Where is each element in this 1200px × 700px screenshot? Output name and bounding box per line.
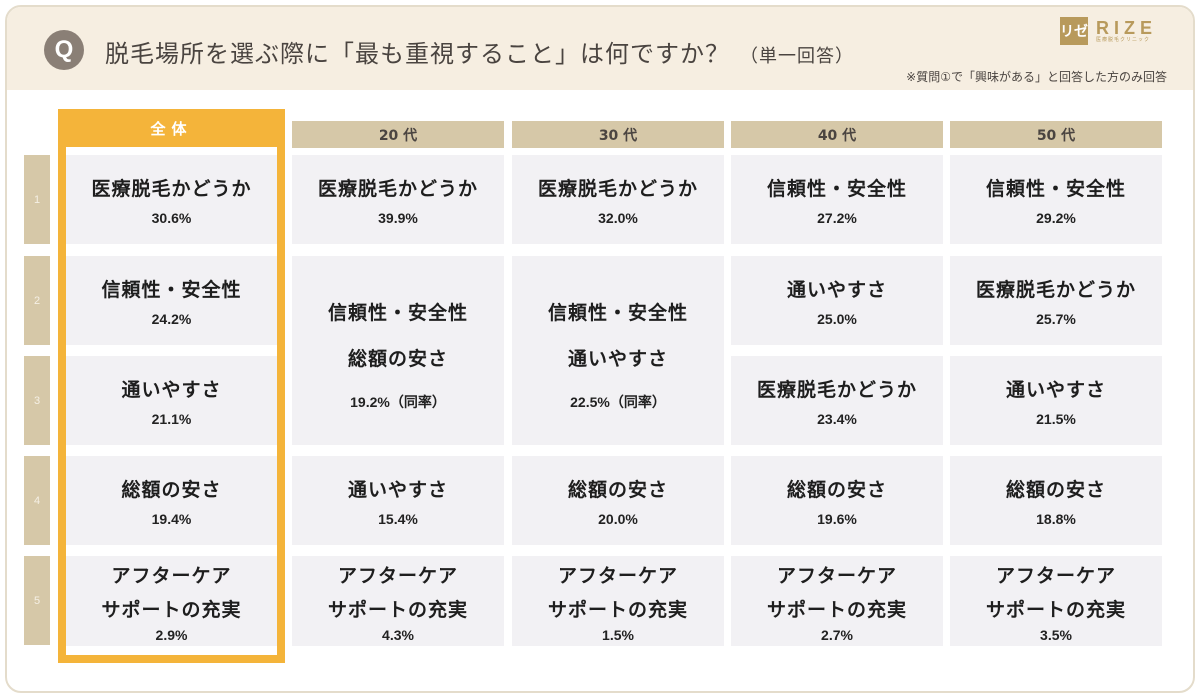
40s-rank-3: 医療脱毛かどうか 23.4% — [731, 356, 943, 445]
item-label: 医療脱毛かどうか — [91, 177, 252, 200]
item-percent: 23.4% — [817, 410, 857, 427]
item-percent: 24.2% — [151, 310, 192, 327]
20s-rank-4: 通いやすさ 15.4% — [292, 456, 504, 545]
item-label-line2: サポートの充実 — [547, 599, 688, 621]
40s-rank-1: 信頼性・安全性 27.2% — [731, 155, 943, 244]
item-label: 通いやすさ — [347, 478, 448, 501]
overall-header: 全体 — [150, 119, 193, 138]
item-label-line1: アフターケア — [776, 565, 897, 587]
rank-tab-3: 3 — [24, 356, 50, 445]
item-label: 医療脱毛かどうか — [756, 378, 917, 401]
item-label: 総額の安さ — [786, 478, 887, 501]
overall-rank-3: 通いやすさ 21.1% — [66, 356, 277, 445]
item-label: 医療脱毛かどうか — [317, 177, 478, 200]
30s-rank-2-tie: 信頼性・安全性 通いやすさ 22.5%（同率） — [512, 256, 724, 445]
column-header-50s: 50 代 — [950, 121, 1162, 148]
item-percent: 2.9% — [155, 627, 188, 643]
logo-wordmark: RIZE — [1096, 17, 1158, 38]
item-percent: 20.0% — [598, 510, 638, 527]
item-label-line2: サポートの充実 — [985, 599, 1126, 621]
item-label: 医療脱毛かどうか — [975, 278, 1136, 301]
item-percent: 2.7% — [821, 627, 853, 643]
item-percent: 22.5%（同率） — [570, 393, 666, 410]
overall-rank-1: 医療脱毛かどうか 30.6% — [66, 155, 277, 244]
40s-rank-2: 通いやすさ 25.0% — [731, 256, 943, 345]
item-percent: 29.2% — [1036, 209, 1076, 226]
item-percent: 4.3% — [382, 627, 414, 643]
30s-rank-1: 医療脱毛かどうか 32.0% — [512, 155, 724, 244]
30s-rank-5: アフターケア サポートの充実 1.5% — [512, 556, 724, 646]
logo-text: RIZE 医療脱毛クリニック — [1096, 19, 1157, 44]
item-label: 医療脱毛かどうか — [537, 177, 698, 200]
column-header-20s: 20 代 — [292, 121, 504, 148]
item-percent: 19.4% — [151, 510, 192, 527]
item-label: 総額の安さ — [1005, 478, 1106, 501]
rank-tab-2: 2 — [24, 256, 50, 345]
answer-type: （単一回答） — [740, 46, 854, 67]
item-label-line2: 通いやすさ — [567, 347, 668, 370]
item-percent: 18.8% — [1036, 510, 1076, 527]
item-percent: 1.5% — [602, 627, 634, 643]
question-text: 脱毛場所を選ぶ際に「最も重視すること」は何ですか？ — [105, 40, 730, 68]
item-percent: 3.5% — [1040, 627, 1072, 643]
item-label-line2: サポートの充実 — [327, 599, 468, 621]
40s-rank-5: アフターケア サポートの充実 2.7% — [731, 556, 943, 646]
rank-tab-1: 1 — [24, 155, 50, 244]
50s-rank-1: 信頼性・安全性 29.2% — [950, 155, 1162, 244]
item-percent: 25.7% — [1036, 310, 1076, 327]
overall-rank-5: アフターケア サポートの充実 2.9% — [66, 556, 277, 646]
item-percent: 21.1% — [151, 410, 192, 427]
30s-rank-4: 総額の安さ 20.0% — [512, 456, 724, 545]
item-percent: 25.0% — [817, 310, 857, 327]
item-label-line2: サポートの充実 — [766, 599, 907, 621]
footnote: ※質問①で「興味がある」と回答した方のみ回答 — [906, 70, 1167, 84]
logo-tagline: 医療脱毛クリニック — [1096, 36, 1151, 43]
item-label-line1: アフターケア — [557, 565, 678, 587]
50s-rank-3: 通いやすさ 21.5% — [950, 356, 1162, 445]
item-percent: 30.6% — [151, 209, 192, 226]
overall-rank-2: 信頼性・安全性 24.2% — [66, 256, 277, 345]
item-percent: 15.4% — [378, 510, 418, 527]
item-label: 通いやすさ — [786, 278, 887, 301]
item-percent: 19.2%（同率） — [350, 393, 446, 410]
item-label-line1: アフターケア — [337, 565, 458, 587]
column-header-30s: 30 代 — [512, 121, 724, 148]
40s-rank-4: 総額の安さ 19.6% — [731, 456, 943, 545]
overall-rank-4: 総額の安さ 19.4% — [66, 456, 277, 545]
question-badge-icon: Q — [44, 30, 84, 70]
logo-mark-icon: リゼ — [1060, 17, 1088, 45]
20s-rank-5: アフターケア サポートの充実 4.3% — [292, 556, 504, 646]
column-header-40s: 40 代 — [731, 121, 943, 148]
item-label-line1: 信頼性・安全性 — [547, 301, 688, 324]
50s-rank-4: 総額の安さ 18.8% — [950, 456, 1162, 545]
item-percent: 27.2% — [817, 209, 857, 226]
item-label: 総額の安さ — [567, 478, 668, 501]
item-label: 総額の安さ — [121, 478, 222, 501]
question-title: 脱毛場所を選ぶ際に「最も重視すること」は何ですか？ （単一回答） — [105, 34, 854, 69]
item-label: 通いやすさ — [1005, 378, 1106, 401]
item-percent: 21.5% — [1036, 410, 1076, 427]
item-label-line1: 信頼性・安全性 — [327, 301, 468, 324]
50s-rank-2: 医療脱毛かどうか 25.7% — [950, 256, 1162, 345]
item-percent: 32.0% — [598, 209, 638, 226]
rank-tab-4: 4 — [24, 456, 50, 545]
brand-logo: リゼ RIZE 医療脱毛クリニック — [1060, 16, 1157, 46]
20s-rank-2-tie: 信頼性・安全性 総額の安さ 19.2%（同率） — [292, 256, 504, 445]
item-label: 信頼性・安全性 — [101, 278, 242, 301]
50s-rank-5: アフターケア サポートの充実 3.5% — [950, 556, 1162, 646]
item-label-line2: 総額の安さ — [347, 347, 448, 370]
item-label: 信頼性・安全性 — [766, 177, 907, 200]
item-label-line1: アフターケア — [995, 565, 1116, 587]
rank-tab-5: 5 — [24, 556, 50, 645]
item-label-line1: アフターケア — [111, 565, 232, 587]
20s-rank-1: 医療脱毛かどうか 39.9% — [292, 155, 504, 244]
item-label: 通いやすさ — [121, 378, 222, 401]
item-percent: 19.6% — [817, 510, 857, 527]
item-label-line2: サポートの充実 — [101, 599, 242, 621]
item-label: 信頼性・安全性 — [985, 177, 1126, 200]
item-percent: 39.9% — [378, 209, 418, 226]
header-band — [7, 7, 1193, 90]
